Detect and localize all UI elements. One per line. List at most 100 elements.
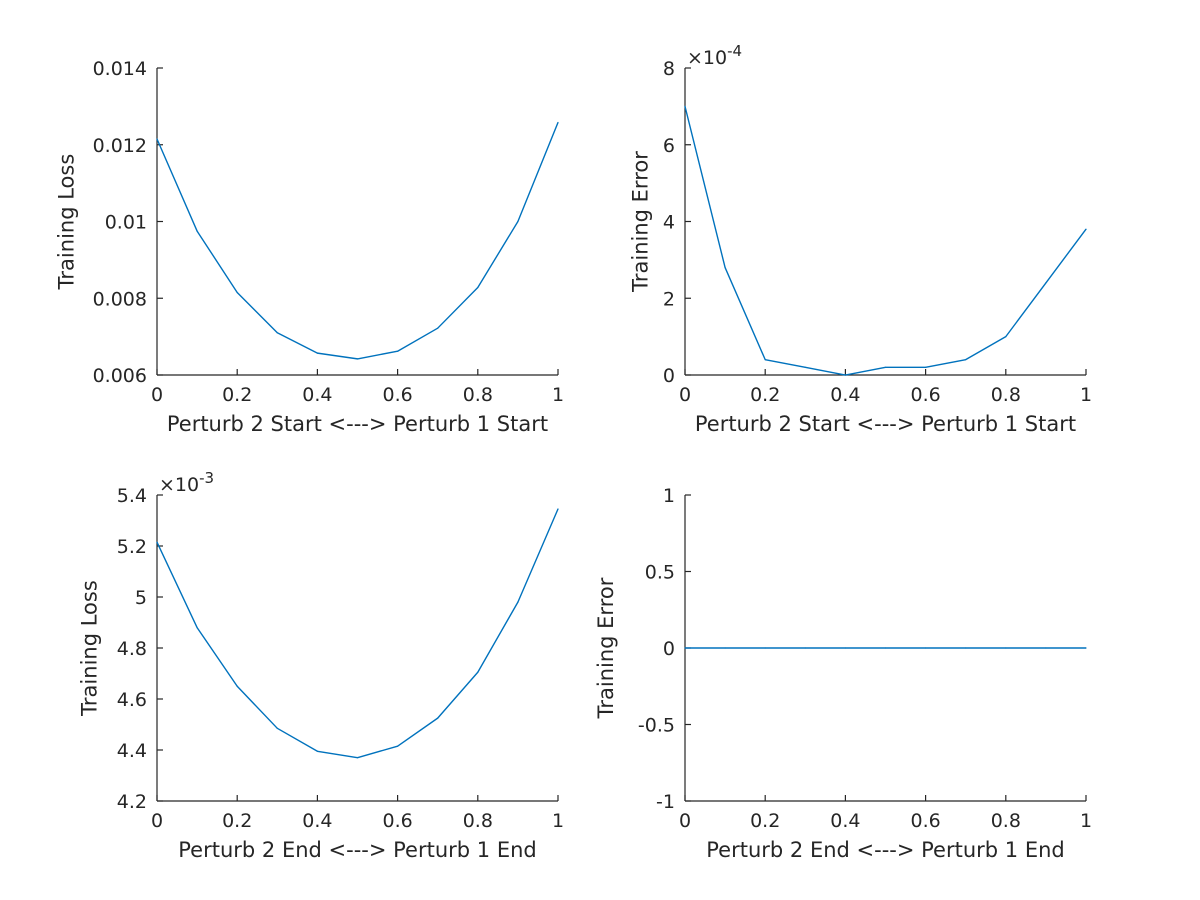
data-point xyxy=(557,121,559,124)
data-point xyxy=(1045,282,1047,284)
subplot-2: 0 0.2 0.4 0.6 0.8 1 0 2 4 6 8 ×10-4 Perturb 2 Start … xyxy=(629,42,1093,436)
data-point xyxy=(764,359,766,361)
data-point xyxy=(517,220,519,223)
y-tick-label: 5.2 xyxy=(117,536,147,558)
y-axis-label: Training Loss xyxy=(55,154,79,291)
data-point xyxy=(477,286,479,289)
y-axis-label: Training Loss xyxy=(78,580,102,717)
data-point xyxy=(764,647,766,649)
data-point xyxy=(884,366,887,368)
y-tick-label: 0.5 xyxy=(645,562,675,584)
data-point xyxy=(844,647,847,649)
y-tick-label: 4.8 xyxy=(117,638,147,660)
x-tick-label: 1 xyxy=(552,810,564,832)
x-tick-label: 0.2 xyxy=(750,810,780,832)
y-tick-label: -1 xyxy=(656,791,675,813)
data-point xyxy=(356,358,359,360)
y-tick-label: 0.006 xyxy=(93,365,147,387)
y-tick-label: 4.6 xyxy=(117,689,147,711)
data-point xyxy=(965,359,967,361)
data-point xyxy=(397,745,399,747)
y-exponent-label: ×10-4 xyxy=(687,42,742,69)
y-tick-label: 2 xyxy=(663,288,675,310)
data-point xyxy=(397,350,399,352)
y-tick-label: 0.008 xyxy=(93,288,147,310)
x-tick-label: 0.4 xyxy=(302,810,332,832)
x-tick-label: 0.2 xyxy=(222,384,252,406)
y-tick-label: 0.01 xyxy=(105,212,147,234)
subplot-4: 0 0.2 0.4 0.6 0.8 1 -1 -0.5 0 0.5 1 Perturb 2 End <… xyxy=(594,485,1092,862)
data-point xyxy=(517,601,519,603)
data-point xyxy=(724,266,726,269)
data-point xyxy=(1005,336,1007,338)
data-point xyxy=(724,647,726,649)
x-tick-label: 0.6 xyxy=(382,384,412,406)
data-point xyxy=(316,750,318,752)
data-point xyxy=(276,332,278,334)
data-point xyxy=(356,757,359,759)
y-tick-label: 0.012 xyxy=(93,135,147,157)
data-point xyxy=(804,647,806,649)
series-line-1 xyxy=(156,508,559,759)
data-point xyxy=(316,352,318,354)
y-tick-label: 8 xyxy=(663,58,675,80)
subplot-1: 0 0.2 0.4 0.6 0.8 1 0.006 0.008 0.01 0.012 0.014 Pe… xyxy=(55,58,565,436)
data-point xyxy=(684,647,686,649)
x-tick-label: 0 xyxy=(151,810,163,832)
data-point xyxy=(276,727,278,729)
y-exponent-label: ×10-3 xyxy=(159,469,214,496)
data-point xyxy=(1085,647,1087,649)
x-tick-label: 0.8 xyxy=(991,384,1021,406)
series-line-1 xyxy=(684,106,1087,376)
x-tick-label: 0.8 xyxy=(463,810,493,832)
x-tick-label: 0.2 xyxy=(222,810,252,832)
x-tick-label: 1 xyxy=(1080,384,1092,406)
data-point xyxy=(1045,647,1047,649)
series-line-1 xyxy=(156,122,559,360)
x-tick-label: 0 xyxy=(151,384,163,406)
x-tick-label: 0.6 xyxy=(382,810,412,832)
x-tick-label: 0.6 xyxy=(910,810,940,832)
x-axis-label: Perturb 2 Start <---> Perturb 1 Start xyxy=(167,412,548,436)
data-point xyxy=(804,366,806,368)
data-point xyxy=(196,627,198,629)
data-point xyxy=(557,508,559,510)
x-axis-label: Perturb 2 End <---> Perturb 1 End xyxy=(178,838,536,862)
x-axis-label: Perturb 2 End <---> Perturb 1 End xyxy=(706,838,1064,862)
x-tick-label: 1 xyxy=(1080,810,1092,832)
x-axis-label: Perturb 2 Start <---> Perturb 1 Start xyxy=(695,412,1076,436)
data-point xyxy=(925,647,927,649)
y-tick-label: 5.4 xyxy=(117,485,147,507)
y-tick-label: 0 xyxy=(663,638,675,660)
x-tick-label: 0.4 xyxy=(830,384,860,406)
data-point xyxy=(196,230,198,232)
data-point xyxy=(1005,647,1007,649)
data-point xyxy=(156,138,158,140)
data-point xyxy=(684,105,686,107)
data-point xyxy=(925,366,927,368)
x-tick-label: 0 xyxy=(679,810,691,832)
y-tick-label: 0.014 xyxy=(93,58,147,80)
y-tick-label: 1 xyxy=(663,485,675,507)
x-tick-label: 0.6 xyxy=(910,384,940,406)
y-tick-label: 4.4 xyxy=(117,740,147,762)
y-tick-label: 4.2 xyxy=(117,791,147,813)
x-tick-label: 0.8 xyxy=(991,810,1021,832)
x-tick-label: 0.4 xyxy=(302,384,332,406)
y-axis-label: Training Error xyxy=(594,577,618,719)
x-tick-label: 0.2 xyxy=(750,384,780,406)
data-point xyxy=(844,374,847,376)
x-tick-label: 0.8 xyxy=(463,384,493,406)
data-point xyxy=(1085,228,1087,230)
subplot-3: 0 0.2 0.4 0.6 0.8 1 4.2 4.4 4.6 4.8 5 5.2 5.4 ×10-3 Pe… xyxy=(78,469,565,862)
y-tick-label: 0 xyxy=(663,365,675,387)
y-tick-label: 6 xyxy=(663,135,675,157)
x-tick-label: 0 xyxy=(679,384,691,406)
y-tick-label: 4 xyxy=(663,212,675,234)
data-point xyxy=(236,685,238,687)
data-point xyxy=(437,327,439,329)
x-tick-label: 0.4 xyxy=(830,810,860,832)
y-tick-label: 5 xyxy=(135,587,147,609)
data-point xyxy=(477,671,479,673)
